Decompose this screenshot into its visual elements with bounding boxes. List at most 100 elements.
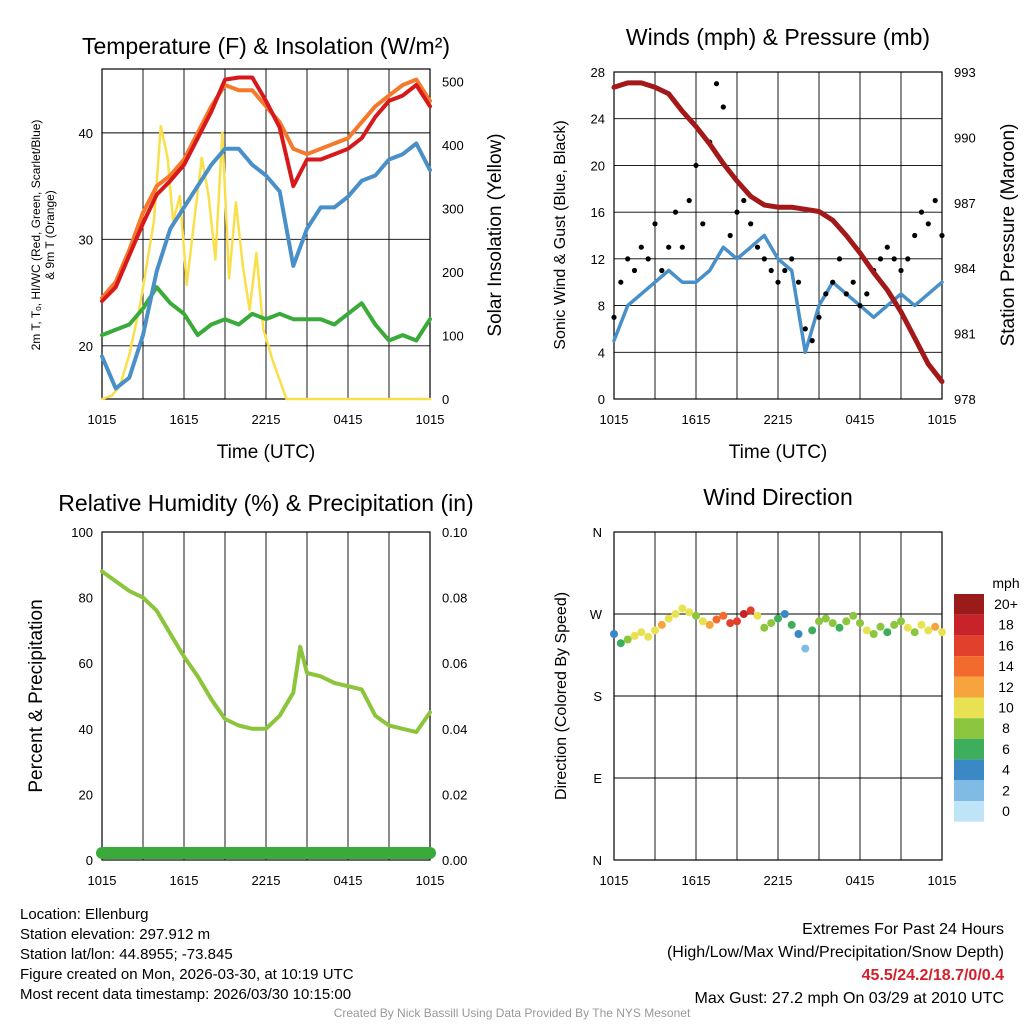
temp-y2-tick-label: 400	[442, 138, 464, 153]
direction-point	[903, 623, 912, 632]
direction-point	[610, 630, 618, 638]
gust-point	[802, 326, 808, 332]
rh-panel-title: Relative Humidity (%) & Precipitation (i…	[58, 490, 473, 516]
rh-x-tick-label: 2215	[252, 873, 281, 888]
speed-legend-label: 10	[998, 700, 1014, 716]
direction-point	[753, 611, 762, 620]
gust-point	[809, 338, 815, 344]
speed-legend-swatch	[954, 718, 984, 739]
direction-point	[760, 623, 769, 632]
temp-y2-tick-label: 0	[442, 392, 449, 407]
rh-y-tick-label: 40	[79, 722, 93, 737]
dir-y-tick-label: S	[593, 689, 602, 704]
temp-2m-line	[100, 75, 432, 304]
temp-x-tick-label: 1615	[170, 412, 199, 427]
extremes-title: Extremes For Past 24 Hours	[802, 921, 1004, 938]
extremes-values: 45.5/24.2/18.7/0/0.4	[861, 967, 1004, 984]
temp-y2-tick-label: 500	[442, 75, 464, 90]
gust-point	[795, 279, 802, 285]
temp-y2-tick-label: 200	[442, 265, 464, 280]
wind-ylabel-left: Sonic Wind & Gust (Blue, Black)	[552, 120, 569, 349]
speed-legend-label: 18	[998, 617, 1014, 633]
direction-point	[685, 608, 694, 617]
speed-legend-label: 8	[1002, 720, 1010, 736]
gust-point	[918, 209, 925, 215]
direction-point	[698, 617, 707, 626]
temp-ylabel-right: Solar Insolation (Yellow)	[485, 133, 506, 336]
gust-point	[611, 314, 617, 320]
speed-legend-swatch	[954, 676, 984, 698]
dir-y-tick-label: N	[593, 853, 602, 868]
gust-point	[645, 256, 651, 262]
direction-point	[719, 611, 728, 620]
gust-point	[727, 232, 733, 239]
temp-ylabel-left-2: & 9m T (Orange)	[43, 190, 57, 280]
insolation-line	[100, 124, 432, 401]
direction-point	[856, 619, 864, 628]
wind-y2-tick-label: 987	[954, 196, 976, 211]
direction-point	[890, 620, 899, 629]
rh-y2-tick-label: 0.08	[442, 591, 467, 606]
rh-y-tick-label: 100	[71, 525, 93, 540]
wind-y-tick-label: 12	[591, 252, 605, 267]
location-text: Location: Ellenburg	[20, 906, 149, 923]
direction-point	[931, 622, 940, 631]
direction-point	[917, 620, 926, 629]
temp-x-tick-label: 1015	[88, 412, 117, 427]
rh-y2-tick-label: 0.02	[442, 787, 467, 802]
windchill-line	[100, 141, 432, 391]
direction-point	[774, 614, 782, 623]
direction-point	[828, 619, 837, 628]
gust-point	[713, 81, 720, 87]
direction-point	[883, 628, 892, 637]
gust-point	[652, 221, 658, 227]
direction-point	[876, 622, 885, 631]
rh-x-tick-label: 1015	[416, 873, 445, 888]
direction-point	[726, 619, 735, 628]
direction-point	[630, 631, 639, 640]
wind-x-tick-label: 1015	[600, 412, 629, 427]
gust-point	[768, 267, 774, 274]
speed-legend-label: 4	[1002, 762, 1010, 778]
dir-ylabel-left: Direction (Colored By Speed)	[553, 592, 570, 800]
gust-point	[775, 279, 781, 285]
wind-y2-tick-label: 978	[954, 392, 976, 407]
speed-legend-label: 6	[1002, 741, 1010, 757]
gust-point	[789, 256, 795, 262]
gust-point	[939, 232, 945, 239]
temp-xlabel: Time (UTC)	[217, 442, 316, 463]
relative-humidity-line	[100, 569, 432, 735]
dir-y-tick-label: N	[593, 525, 602, 540]
gust-point	[625, 256, 631, 262]
gust-point	[850, 279, 856, 285]
gust-point	[884, 244, 890, 250]
wind-x-tick-label: 1015	[928, 412, 957, 427]
speed-legend-label: 0	[1002, 803, 1010, 819]
gust-point	[700, 221, 706, 227]
rh-ylabel-left: Percent & Precipitation	[26, 599, 47, 792]
extremes-subtitle: (High/Low/Max Wind/Precipitation/Snow De…	[666, 944, 1004, 961]
dir-x-tick-label: 2215	[764, 873, 793, 888]
wind-y2-tick-label: 990	[954, 130, 976, 145]
temp-x-tick-label: 0415	[334, 412, 363, 427]
gust-point	[857, 303, 863, 309]
dir-y-tick-label: W	[590, 607, 603, 622]
gust-point	[905, 256, 911, 262]
gust-point	[666, 244, 672, 250]
speed-legend-swatch	[954, 635, 984, 657]
temp-x-tick-label: 2215	[252, 412, 281, 427]
speed-legend-swatch	[954, 614, 984, 636]
gust-point	[761, 256, 767, 262]
dir-panel-title: Wind Direction	[703, 484, 853, 510]
direction-point	[849, 611, 858, 620]
gust-point	[877, 256, 884, 262]
wind-y-tick-label: 28	[591, 65, 605, 80]
direction-point	[862, 626, 871, 635]
direction-point	[671, 610, 680, 618]
gust-point	[830, 279, 836, 285]
direction-point	[637, 628, 646, 637]
direction-point	[644, 632, 653, 641]
temp-y-tick-label: 20	[79, 339, 93, 354]
gust-point	[631, 267, 638, 274]
rh-x-tick-label: 0415	[334, 873, 363, 888]
